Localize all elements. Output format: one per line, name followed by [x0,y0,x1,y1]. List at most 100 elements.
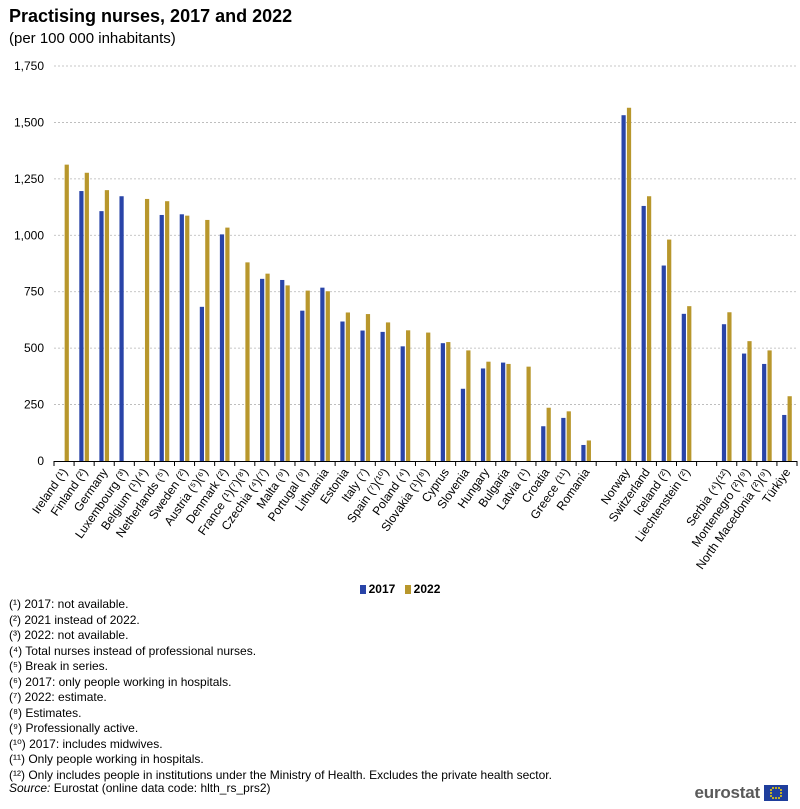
bar-2017 [762,363,767,461]
bar-2017 [119,196,124,462]
flag-star [772,787,775,790]
y-tick-label: 0 [37,454,44,468]
legend-swatch-2017 [359,585,366,594]
footnote: (¹⁰) 2017: includes midwives. [9,736,163,751]
bar-2022 [486,361,491,461]
bar-2022 [305,290,310,461]
bar-2022 [426,332,431,461]
bar-2022 [687,306,692,461]
legend-item-2017: 2017 [359,582,396,596]
bar-2017 [199,306,205,461]
bar-2022 [747,341,752,461]
y-tick-label: 1,750 [14,59,44,73]
bar-2022 [325,291,330,461]
bar-2017 [621,115,626,461]
footnote: (⁴) Total nurses instead of professional… [9,643,257,658]
bar-2017 [360,330,365,461]
eu-flag-icon [764,785,788,801]
footnote: (⁸) Estimates. [9,705,82,720]
bar-2017 [380,331,385,461]
flag-star [769,792,772,794]
bar-2017 [501,362,506,461]
bar-2022 [446,342,451,461]
bar-2022 [506,363,511,461]
flag-star [779,789,782,792]
bar-2022 [526,366,531,461]
bar-2017 [741,353,747,461]
y-tick-label: 250 [24,398,44,412]
bar-2017 [260,278,265,461]
y-tick-label: 750 [24,285,44,299]
flag-star [770,794,773,797]
y-tick-label: 1,250 [14,172,44,186]
bar-2022 [646,196,652,462]
source-label: Source: [9,781,51,795]
chart-title: Practising nurses, 2017 and 2022 [9,6,293,26]
bar-2022 [64,164,69,461]
footnote: (⁵) Break in series. [9,659,108,673]
footnote: (⁷) 2022: estimate. [9,690,107,704]
bar-2017 [782,414,787,461]
source-text: Eurostat (online data code: hlth_rs_prs2… [50,781,271,795]
bar-2022 [626,107,632,461]
flag-star [775,797,777,800]
bar-2022 [586,440,591,461]
bar-2017 [480,368,486,461]
bar-2022 [767,350,772,461]
footnote: (³) 2022: not available. [9,628,129,642]
flag-star [772,796,775,799]
bar-2022 [406,330,411,461]
bar-2022 [385,322,391,461]
bar-2022 [165,201,170,461]
bar-2022 [225,227,230,461]
y-tick-label: 500 [24,341,44,355]
y-tick-label: 1,500 [14,115,44,129]
bar-2022 [104,190,110,461]
flag-star [780,792,783,794]
bar-2017 [340,321,345,461]
bar-2022 [205,219,210,461]
legend-item-2022: 2022 [404,582,441,596]
bar-2022 [365,314,371,461]
bar-2022 [245,262,250,461]
footnote: (⁶) 2017: only people working in hospita… [9,674,232,689]
bar-2022 [667,239,672,461]
bar-2017 [721,324,727,461]
bar-2022 [566,411,571,461]
flag-star [770,789,773,792]
bar-2022 [285,285,290,461]
bar-2017 [99,211,104,461]
bar-2022 [144,198,150,461]
bar-2017 [79,191,84,461]
bar-2017 [179,214,184,461]
bar-2017 [581,444,586,461]
footnote: (²) 2021 instead of 2022. [9,612,140,627]
footnote: (⁹) Professionally active. [9,721,139,735]
flag-star [779,794,782,797]
chart-legend: 2017 2022 [0,582,800,596]
bar-2017 [460,388,466,461]
footnotes: (¹) 2017: not available. (²) 2021 instea… [9,597,552,783]
flag-star [777,796,780,799]
bar-2022 [84,172,89,461]
y-tick-label: 1,000 [14,228,44,242]
bar-2017 [681,313,686,461]
bar-2022 [185,215,190,461]
bar-2022 [265,273,270,461]
chart-subtitle: (per 100 000 inhabitants) [9,30,176,47]
legend-swatch-2022 [404,585,411,594]
source-note: Source: Eurostat (online data code: hlth… [9,781,270,795]
bar-2017 [159,214,164,461]
legend-label-2017: 2017 [368,582,396,596]
bar-2017 [561,417,566,461]
bar-2017 [541,426,546,461]
legend-label-2022: 2022 [413,582,441,596]
bar-2022 [546,407,551,461]
footnote: (¹¹) Only people working in hospitals. [9,752,204,766]
bar-2022 [345,312,350,461]
footnote: (¹²) Only includes people in institution… [9,767,552,782]
eurostat-logo: eurostat [695,783,788,803]
bar-2017 [400,346,405,461]
logo-text: eurostat [694,783,761,802]
